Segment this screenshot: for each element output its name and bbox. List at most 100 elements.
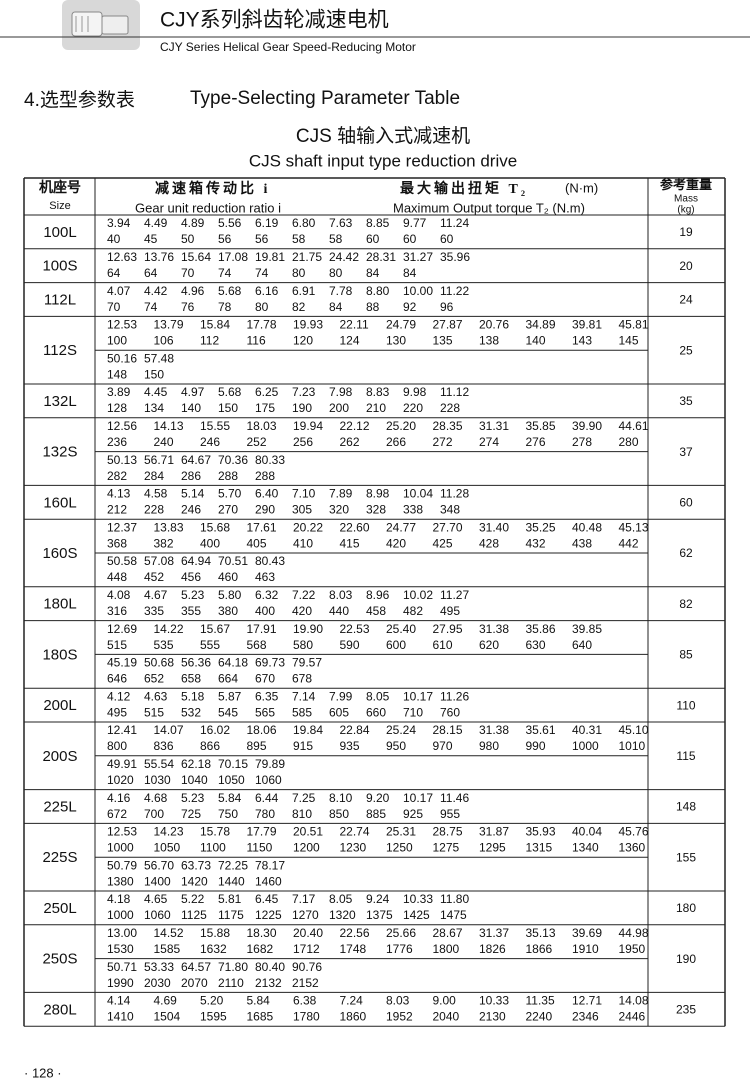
torque-value: 2110 [218,976,244,990]
torque-value: 935 [340,739,360,753]
ratio-value: 45.76 [619,825,649,839]
ratio-value: 20.51 [293,825,323,839]
header-cell: (N·m) [565,180,598,195]
ratio-value: 50.79 [107,858,137,872]
torque-value: 590 [340,638,360,652]
ratio-value: 5.56 [218,216,242,230]
ratio-value: 56.36 [181,656,211,670]
torque-value: 190 [292,401,312,415]
torque-value: 710 [403,705,423,719]
ratio-value: 7.23 [292,385,316,399]
torque-value: 106 [154,334,174,348]
torque-value: 1800 [433,942,460,956]
size-cell: 160L [43,494,76,511]
ratio-value: 4.69 [154,994,178,1008]
torque-value: 1000 [572,739,599,753]
size-cell: 100L [43,224,76,241]
ratio-value: 9.00 [433,994,457,1008]
torque-value: 2040 [433,1010,460,1024]
torque-value: 145 [619,334,639,348]
ratio-value: 6.19 [255,216,279,230]
ratio-value: 17.08 [218,250,248,264]
torque-value: 60 [440,232,454,246]
ratio-value: 10.02 [403,588,433,602]
ratio-value: 57.48 [144,351,174,365]
ratio-value: 35.13 [526,926,556,940]
torque-value: 82 [292,300,306,314]
header-cell: 机座号 [39,179,81,196]
ratio-value: 4.96 [181,284,205,298]
ratio-value: 28.15 [433,723,463,737]
ratio-value: 6.45 [255,892,279,906]
torque-value: 725 [181,807,201,821]
ratio-value: 15.64 [181,250,211,264]
ratio-value: 22.11 [340,318,369,332]
ratio-value: 6.16 [255,284,279,298]
ratio-value: 11.22 [440,284,469,298]
torque-value: 150 [218,401,238,415]
mass-cell: 190 [676,952,696,966]
torque-value: 1315 [526,841,553,855]
ratio-value: 28.31 [366,250,396,264]
ratio-value: 4.42 [144,284,168,298]
header-title: CJY系列斜齿轮减速电机 [160,9,389,32]
torque-value: 80 [255,300,269,314]
ratio-value: 35.61 [526,723,556,737]
ratio-value: 8.98 [366,487,390,501]
torque-value: 134 [144,401,164,415]
ratio-value: 10.04 [403,487,433,501]
size-cell: 280L [43,1001,76,1018]
torque-value: 64 [144,266,158,280]
ratio-value: 9.20 [366,791,390,805]
mass-cell: 35 [679,394,693,408]
torque-value: 1060 [255,773,282,787]
torque-value: 1585 [154,942,181,956]
torque-value: 78 [218,300,232,314]
ratio-value: 17.78 [247,318,277,332]
torque-value: 70 [181,266,195,280]
ratio-value: 8.05 [366,689,390,703]
torque-value: 130 [386,334,406,348]
ratio-value: 4.67 [144,588,168,602]
ratio-value: 27.70 [433,520,463,534]
ratio-value: 80.43 [255,554,285,568]
size-cell: 112L [44,291,76,308]
header-cell: Size [49,200,70,212]
ratio-value: 5.84 [218,791,242,805]
ratio-value: 14.13 [154,419,184,433]
ratio-value: 34.89 [526,318,556,332]
torque-value: 990 [526,739,546,753]
ratio-value: 6.40 [255,487,279,501]
ratio-value: 25.31 [386,825,416,839]
torque-value: 278 [572,435,592,449]
torque-value: 1475 [440,908,467,922]
size-cell: 200L [43,697,76,714]
ratio-value: 7.14 [292,689,316,703]
torque-value: 355 [181,604,201,618]
torque-value: 140 [181,401,201,415]
mass-cell: 180 [676,901,696,915]
torque-value: 1748 [340,942,367,956]
ratio-value: 7.24 [340,994,364,1008]
ratio-value: 40.31 [572,723,602,737]
ratio-value: 64.67 [181,453,211,467]
torque-value: 140 [526,334,546,348]
ratio-value: 8.83 [366,385,390,399]
ratio-value: 39.81 [572,318,602,332]
size-cell: 225L [43,798,76,815]
torque-value: 432 [526,536,546,550]
ratio-value: 5.18 [181,689,205,703]
torque-value: 2240 [526,1010,553,1024]
ratio-value: 44.61 [619,419,649,433]
ratio-value: 6.44 [255,791,279,805]
ratio-value: 72.25 [218,858,248,872]
ratio-value: 13.00 [107,926,137,940]
torque-value: 515 [107,638,127,652]
torque-value: 143 [572,334,592,348]
torque-value: 1270 [292,908,319,922]
ratio-value: 9.98 [403,385,427,399]
ratio-value: 22.12 [340,419,370,433]
mass-cell: 24 [679,293,693,307]
mass-cell: 235 [676,1002,696,1016]
ratio-value: 12.69 [107,622,137,636]
